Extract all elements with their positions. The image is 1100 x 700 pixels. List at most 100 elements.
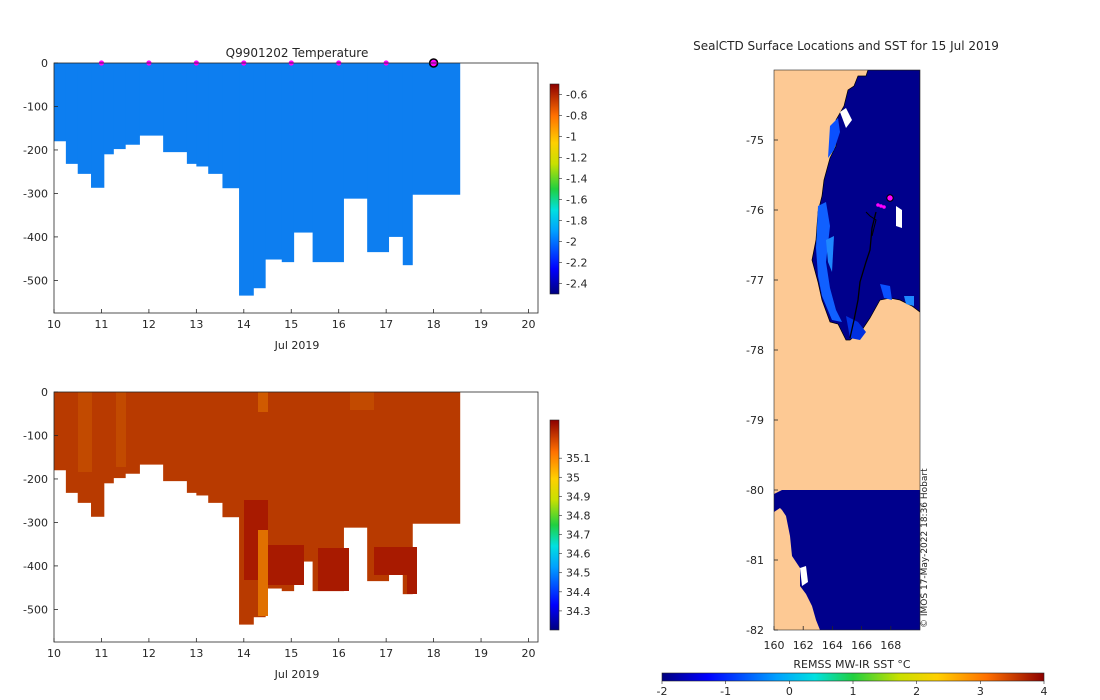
y-tick-label: -400 [23, 560, 48, 573]
x-tick-label: 14 [237, 318, 251, 331]
profile-cell-15 [265, 63, 283, 260]
map-x-tick-label: 164 [822, 639, 843, 652]
colorbar-tick-label: -0.6 [566, 89, 587, 102]
x-tick-label: 14 [237, 647, 251, 660]
profile-cell-7 [139, 392, 164, 465]
colorbar-tick-label: -1.8 [566, 215, 587, 228]
x-tick-label: 12 [142, 318, 156, 331]
temperature-y-ticks: 0 -100 -200 -300 -400 -500 [23, 57, 58, 287]
profile-cell-0 [54, 63, 67, 142]
map-y-tick-label: -76 [746, 204, 764, 217]
x-tick-label: 15 [284, 647, 298, 660]
profile-cell-0 [54, 392, 67, 471]
colorbar-tick-label: -1.2 [566, 152, 587, 165]
profile-cell-15 [265, 392, 283, 589]
temperature-colorbar-ticks: -0.6 -0.8 -1 -1.2 -1.4 -1.6 -1.8 -2 -2.2 -2.4 [559, 89, 587, 291]
colorbar-tick-label: -1.6 [566, 194, 587, 207]
profile-cell-23 [412, 392, 461, 524]
x-tick-label: 10 [47, 647, 61, 660]
x-tick-label: 19 [474, 318, 488, 331]
colorbar-tick-label: 34.4 [566, 586, 591, 599]
map-x-tick-label: 166 [851, 639, 872, 652]
profile-cell-3 [91, 63, 105, 188]
profile-cell-5 [113, 63, 126, 150]
temperature-panel: Q9901202 Temperature 10 11 12 13 14 15 16 17 18 1… [23, 46, 587, 352]
x-tick-label: 10 [47, 318, 61, 331]
x-tick-label: 16 [332, 318, 346, 331]
profile-cell-22 [402, 392, 413, 595]
x-tick-label: 11 [94, 318, 108, 331]
profile-cell-17 [293, 63, 314, 233]
map-title: SealCTD Surface Locations and SST for 15… [693, 39, 999, 53]
colorbar-tick-label: -2.2 [566, 257, 587, 270]
salinity-colorbar [549, 419, 560, 631]
sst-colorbar-ticks: -2 -1 0 1 2 3 4 [657, 681, 1048, 698]
y-tick-label: -200 [23, 144, 48, 157]
profile-cell-6 [125, 392, 140, 474]
profile-cell-2 [77, 63, 92, 174]
salinity-y-ticks: 0 -100 -200 -300 -400 -500 [23, 386, 58, 616]
x-tick-label: 20 [522, 318, 536, 331]
sst-colorbar-tick-label: -2 [657, 685, 668, 698]
x-tick-label: 17 [379, 647, 393, 660]
sst-colorbar-tick-label: 3 [977, 685, 984, 698]
map-x-tick-label: 160 [764, 639, 785, 652]
profile-cell-3 [91, 392, 105, 517]
temperature-colorbar [549, 83, 560, 295]
y-tick-label: -500 [23, 603, 48, 616]
profile-cell-19 [343, 63, 368, 199]
temperature-title: Q9901202 Temperature [226, 46, 369, 60]
sst-colorbar-tick-label: 0 [786, 685, 793, 698]
colorbar-tick-label: -0.8 [566, 110, 587, 123]
colorbar-tick-label: 34.3 [566, 605, 591, 618]
profile-cell-16 [281, 63, 295, 263]
profile-cell-6 [125, 63, 140, 145]
seal-track [849, 211, 877, 339]
x-tick-label: 18 [427, 318, 441, 331]
x-tick-label: 12 [142, 647, 156, 660]
y-tick-label: -500 [23, 274, 48, 287]
profile-cell-4 [103, 63, 114, 155]
surface-location-marker [882, 205, 886, 209]
colorbar-tick-label: 35.1 [566, 452, 591, 465]
ross-sea-ocean [811, 70, 920, 341]
map-x-tick-label: 168 [880, 639, 901, 652]
profile-cell-16 [281, 392, 295, 592]
profile-cell-8 [163, 392, 188, 482]
map-y-tick-label: -79 [746, 414, 764, 427]
profile-cell-11 [208, 63, 223, 174]
coastal-shelf [828, 118, 840, 158]
colorbar-tick-label: 34.5 [566, 567, 591, 580]
surface-location-marker [876, 203, 880, 207]
temperature-profiles [54, 63, 461, 296]
profile-cell-9 [186, 63, 197, 164]
y-tick-label: 0 [41, 57, 48, 70]
colorbar-tick-label: 34.6 [566, 548, 591, 561]
x-tick-label: 13 [189, 318, 203, 331]
profile-cell-22 [402, 63, 413, 266]
y-tick-label: -300 [23, 516, 48, 529]
profile-cell-12 [222, 392, 240, 518]
map-y-tick-label: -78 [746, 344, 764, 357]
profile-cell-13 [239, 63, 254, 296]
colorbar-tick-label: 35 [566, 471, 580, 484]
temperature-x-ticks: 10 11 12 13 14 15 16 17 18 19 20 [47, 309, 536, 331]
profile-cell-8 [163, 63, 188, 153]
sst-colorbar-tick-label: 2 [913, 685, 920, 698]
x-tick-label: 15 [284, 318, 298, 331]
colorbar-tick-label: -1 [566, 131, 577, 144]
colorbar-tick-label: -1.4 [566, 173, 587, 186]
profile-cell-7 [139, 63, 164, 136]
profile-cell-12 [222, 63, 240, 189]
map-y-tick-label: -77 [746, 274, 764, 287]
salinity-colorbar-ticks: 35.1 35 34.9 34.8 34.7 34.6 34.5 34.4 34.3 [559, 452, 591, 618]
x-tick-label: 19 [474, 647, 488, 660]
map-x-tick-label: 162 [793, 639, 814, 652]
profile-cell-14 [253, 63, 266, 289]
y-tick-label: -400 [23, 231, 48, 244]
profile-cell-20 [367, 392, 390, 582]
map-x-ticks: 160 162 164 166 168 [764, 626, 901, 652]
x-tick-label: 20 [522, 647, 536, 660]
colorbar-tick-label: 34.7 [566, 529, 591, 542]
